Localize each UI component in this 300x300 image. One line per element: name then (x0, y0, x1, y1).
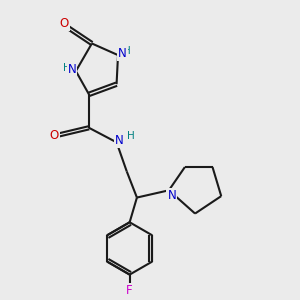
Text: O: O (50, 129, 59, 142)
Text: H: H (123, 46, 131, 56)
Text: N: N (115, 134, 123, 147)
Text: N: N (68, 63, 76, 76)
Text: O: O (60, 16, 69, 30)
Text: H: H (63, 63, 70, 73)
Text: N: N (167, 189, 176, 202)
Text: N: N (118, 47, 127, 60)
Text: H: H (127, 131, 135, 141)
Text: F: F (126, 284, 133, 296)
